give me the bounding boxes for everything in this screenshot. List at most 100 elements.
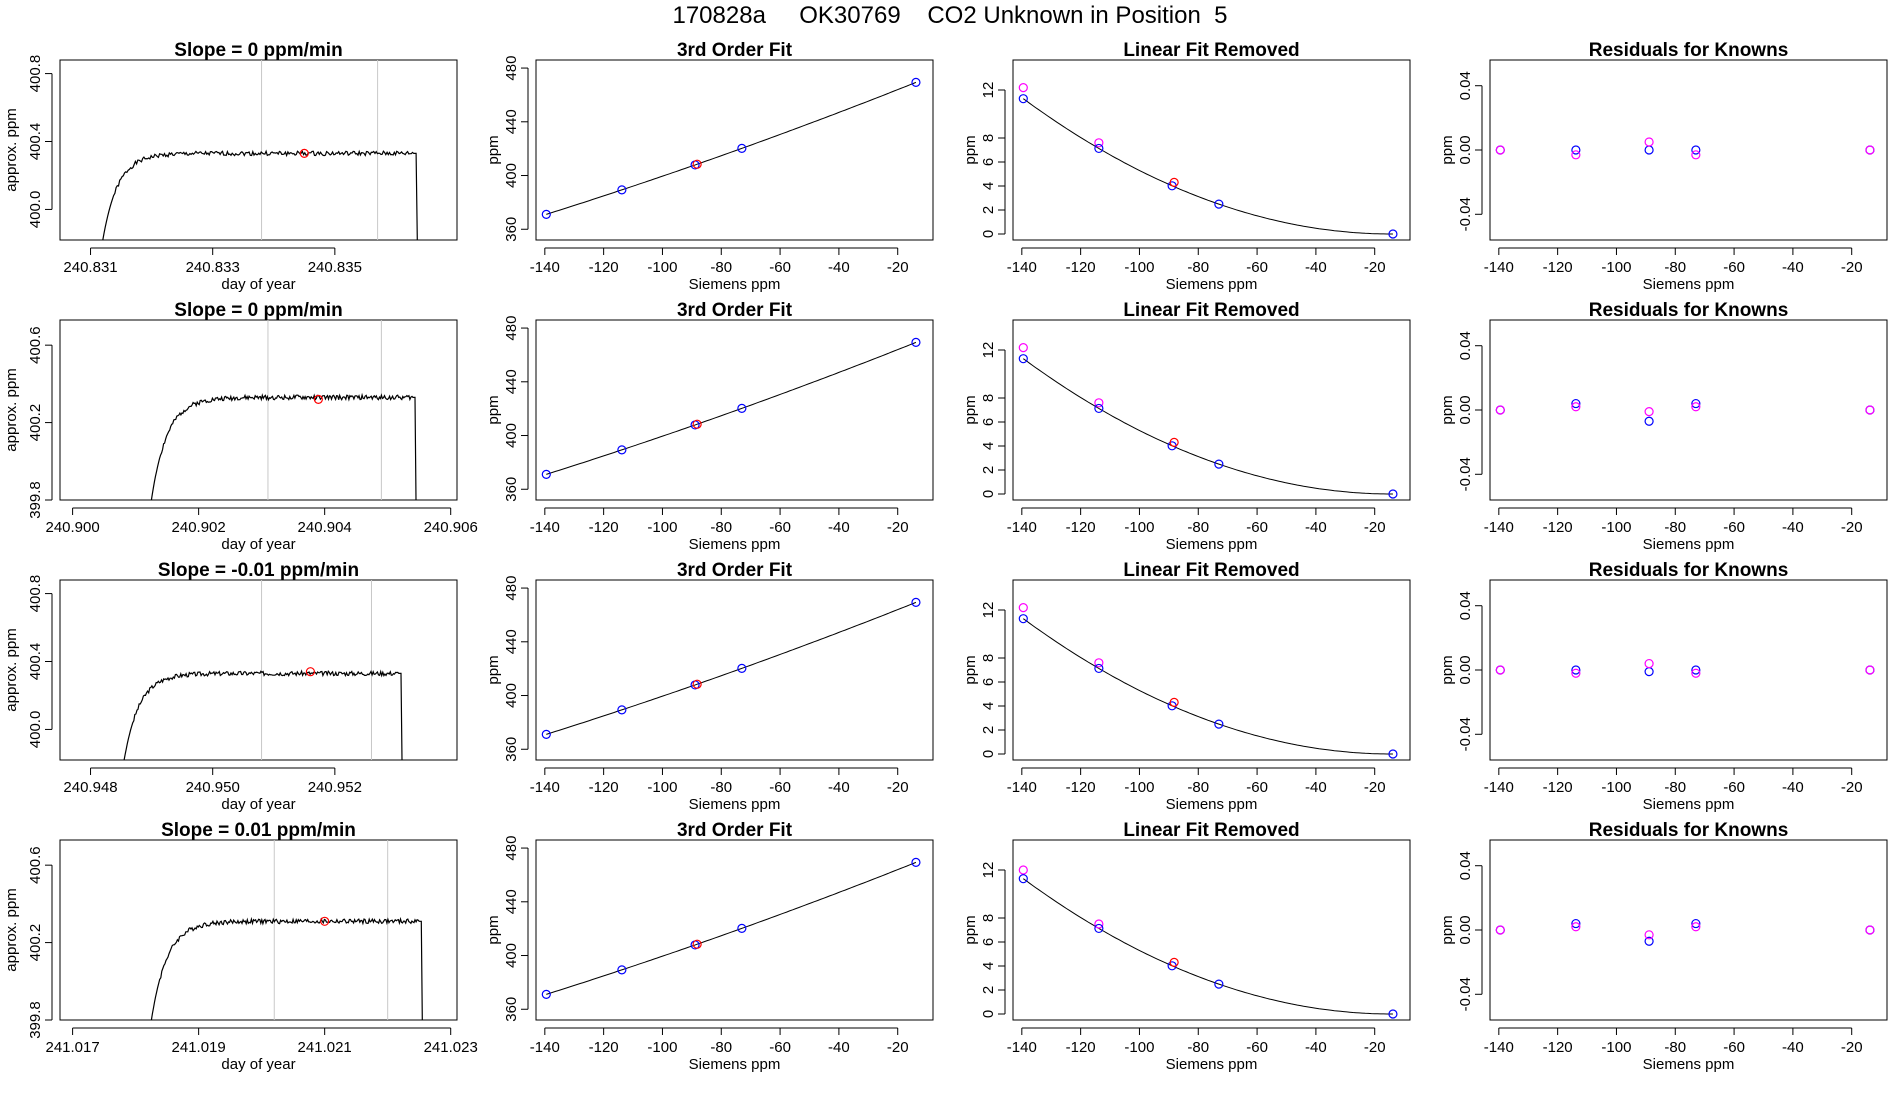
panel-title: Residuals for Knowns — [1589, 40, 1789, 61]
plot-frame — [59, 579, 458, 761]
x-tick-label: -60 — [769, 519, 791, 536]
fit-curve — [546, 81, 917, 215]
y-tick-label: 400.2 — [27, 404, 44, 442]
x-tick-label: -100 — [1601, 779, 1631, 796]
data-point-blue — [617, 185, 627, 195]
data-point-blue — [911, 77, 921, 87]
x-tick-label: -80 — [1664, 259, 1686, 276]
fit-curve — [1023, 358, 1393, 495]
x-tick-label: -80 — [710, 779, 732, 796]
y-axis-label: ppm — [962, 655, 979, 684]
y-tick-label: 0 — [980, 750, 997, 758]
x-tick-label: -20 — [1841, 1039, 1863, 1056]
y-axis-label: ppm — [962, 395, 979, 424]
y-tick-label: 0.00 — [1457, 135, 1474, 164]
x-tick-label: -140 — [1007, 259, 1037, 276]
y-tick-label: 0 — [980, 1010, 997, 1018]
x-tick-label: -20 — [1841, 259, 1863, 276]
x-tick-label: -80 — [710, 519, 732, 536]
panel-0-1: 3rd Order Fit -140 -120 -100 -80 -60 -40 -20 Sie… — [485, 40, 934, 293]
x-tick-label: -60 — [769, 1039, 791, 1056]
y-tick-label: 480 — [503, 316, 520, 341]
y-axis-label: approx. ppm — [3, 888, 20, 971]
x-tick-label: -80 — [1187, 779, 1209, 796]
panel-title: Slope = 0.01 ppm/min — [161, 820, 356, 841]
fit-curve — [1023, 98, 1393, 235]
data-point-blue — [911, 597, 921, 607]
y-axis-label: ppm — [962, 915, 979, 944]
panel-title: Linear Fit Removed — [1123, 40, 1299, 61]
data-point-magenta — [1644, 407, 1654, 417]
data-point-blue — [737, 923, 747, 933]
y-tick-label: 2 — [980, 726, 997, 734]
data-point-blue — [1018, 874, 1028, 884]
data-point-red — [692, 939, 702, 949]
data-point-magenta — [1495, 665, 1505, 675]
data-point-magenta — [1865, 405, 1875, 415]
x-tick-label: -60 — [1246, 1039, 1268, 1056]
x-tick-label: -40 — [1782, 779, 1804, 796]
panel-title: 3rd Order Fit — [677, 40, 793, 61]
x-tick-label: -140 — [1484, 1039, 1514, 1056]
x-tick-label: -120 — [589, 519, 619, 536]
data-point-red — [1169, 957, 1179, 968]
data-point-blue — [541, 469, 551, 479]
x-tick-label: -20 — [887, 519, 909, 536]
plot-frame — [535, 59, 934, 241]
data-point-red — [1169, 437, 1179, 447]
y-tick-label: 0.04 — [1457, 71, 1474, 100]
y-tick-label: 400 — [503, 943, 520, 968]
y-tick-label: 8 — [980, 914, 997, 922]
x-tick-label: -40 — [1305, 259, 1327, 276]
x-tick-label: -120 — [589, 779, 619, 796]
panel-title: Slope = 0 ppm/min — [174, 40, 342, 61]
plot-frame — [1489, 59, 1888, 241]
panel-2-3: Residuals for Knowns -140 -120 -100 -80 -60 -4… — [1439, 560, 1888, 813]
x-tick-label: -60 — [1723, 259, 1745, 276]
data-point-magenta — [1865, 925, 1875, 935]
data-point-magenta — [1691, 668, 1701, 678]
concentration-trace — [123, 669, 403, 761]
data-point-magenta — [1018, 82, 1028, 93]
data-point-magenta — [1644, 930, 1654, 940]
data-point-magenta — [1495, 405, 1505, 415]
y-tick-label: 360 — [503, 737, 520, 762]
data-point-blue — [1571, 918, 1581, 929]
y-tick-label: 440 — [503, 369, 520, 394]
x-tick-label: -60 — [769, 259, 791, 276]
y-axis-label: approx. ppm — [3, 368, 20, 451]
data-point-magenta — [1644, 137, 1654, 147]
panel-1-1: 3rd Order Fit -140 -120 -100 -80 -60 -40 -20 Sie… — [485, 300, 934, 553]
y-tick-label: 400.0 — [27, 191, 44, 229]
y-tick-label: 400.4 — [27, 643, 44, 681]
fit-curve — [1023, 618, 1393, 755]
panel-1-3: Residuals for Knowns -140 -120 -100 -80 -60 -4… — [1439, 300, 1888, 553]
x-tick-label: -60 — [769, 779, 791, 796]
x-axis-label: Siemens ppm — [689, 536, 781, 553]
x-axis-label: Siemens ppm — [1643, 796, 1735, 813]
unknown-marker — [305, 667, 316, 677]
y-axis-label: approx. ppm — [3, 628, 20, 711]
x-tick-label: -20 — [1841, 519, 1863, 536]
x-tick-label: -40 — [1305, 519, 1327, 536]
x-tick-label: -140 — [1007, 779, 1037, 796]
y-axis-label: ppm — [1439, 655, 1456, 684]
data-point-magenta — [1644, 658, 1654, 669]
x-axis-label: day of year — [221, 1056, 295, 1073]
data-point-blue — [737, 663, 747, 673]
x-tick-label: 240.904 — [298, 519, 352, 536]
data-point-red — [1169, 177, 1179, 187]
y-tick-label: 400 — [503, 683, 520, 708]
x-tick-label: -40 — [828, 1039, 850, 1056]
x-tick-label: -120 — [1543, 519, 1573, 536]
data-point-magenta — [1495, 145, 1505, 155]
panel-1-2: Linear Fit Removed -140 -120 -100 -80 -60 -40 -… — [962, 300, 1411, 553]
data-point-blue — [1388, 749, 1398, 759]
data-point-blue — [1094, 403, 1104, 414]
y-tick-label: 440 — [503, 629, 520, 654]
y-tick-label: 400 — [503, 423, 520, 448]
panel-title: Residuals for Knowns — [1589, 560, 1789, 581]
data-point-red — [692, 159, 702, 169]
x-tick-label: -140 — [1484, 259, 1514, 276]
data-point-magenta — [1018, 865, 1028, 875]
